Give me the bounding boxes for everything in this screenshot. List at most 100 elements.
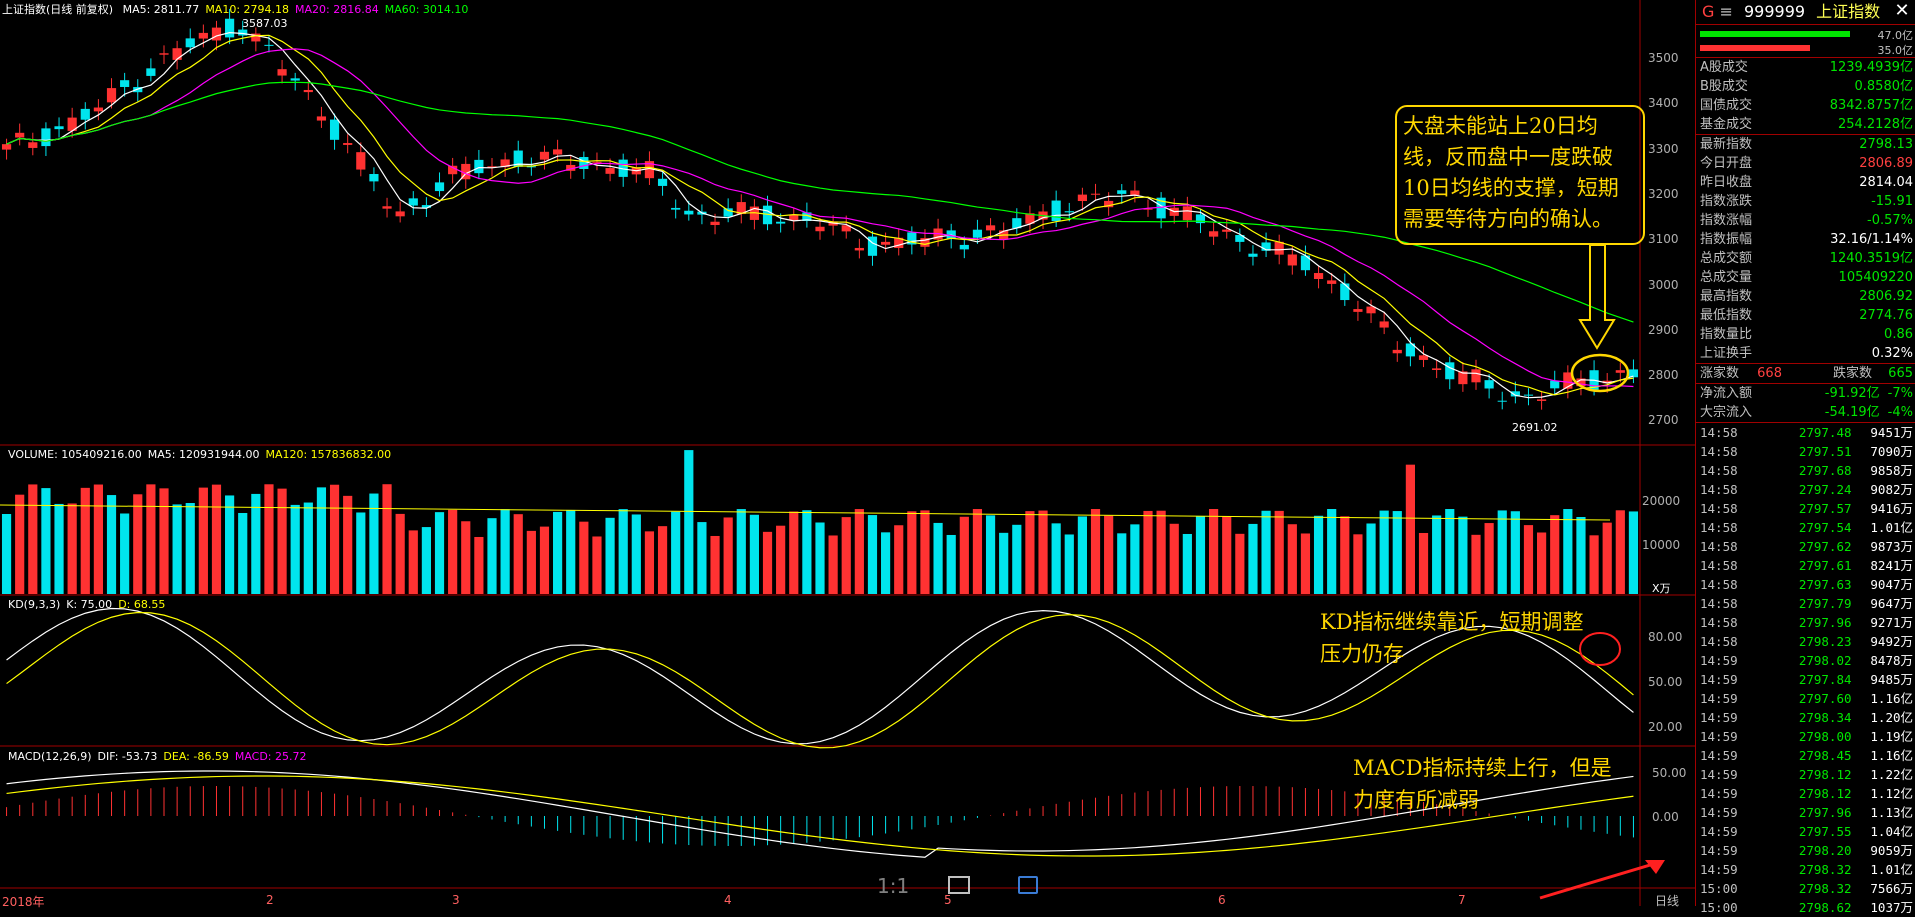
ratio-button[interactable]: 1:1 [877,874,910,898]
tick-volume: 1.13亿 [1870,805,1913,820]
tick-price: 2798.12 [1798,767,1852,782]
volume-bar [999,532,1009,594]
chart-area[interactable]: 上证指数(日线 前复权) MA5: 2811.77 MA10: 2794.18 MA… [0,0,1695,909]
volume-bar [434,512,445,594]
x-axis-label: 3 [452,893,460,907]
volume-bar [697,522,707,594]
volume-bar [749,514,759,594]
candle-body [329,119,340,140]
main-title: 上证指数(日线 前复权) [2,3,114,16]
candle-body [290,78,300,81]
candle-body [1379,321,1389,328]
tick-volume: 9416万 [1870,501,1913,516]
candle-body [15,132,25,138]
volume-bar [1497,510,1507,594]
volume-bar [1340,516,1350,594]
tick-row: 14:59 2798.20 9059万 [1696,841,1915,860]
flow-value: -54.19亿 [1824,405,1880,420]
volume-bar [1366,523,1376,594]
stat-value: -0.57% [1867,213,1913,228]
volume-bar [985,515,996,594]
volume-bar [395,513,405,594]
tick-time: 15:00 [1700,881,1738,896]
volume-bar [1222,516,1232,594]
candle-body [1615,370,1625,373]
stat-value: 105409220 [1838,270,1913,285]
candle-body [1274,241,1284,255]
volume-bar [80,487,90,594]
tick-price: 2797.63 [1798,577,1852,592]
volume-bar [920,510,930,594]
stat-row: A股成交 1239.4939亿 [1696,58,1915,77]
stat-value: 1239.4939亿 [1829,60,1913,75]
indicator-label: MACD(12,26,9) [8,750,92,763]
market-letter: G [1702,2,1715,21]
tick-price: 2798.23 [1798,634,1852,649]
candle-body [1130,190,1140,196]
candle-body [789,214,799,221]
candle-body [120,80,130,87]
candle-body [54,126,64,130]
volume-bar [841,517,851,594]
candle-body [959,244,969,250]
candle-body [461,163,471,180]
tick-price: 2798.45 [1798,748,1852,763]
stat-value: 0.32% [1871,346,1913,361]
candle-body [146,68,156,76]
x-axis-label: 6 [1218,893,1226,907]
outflow-bar [1700,45,1810,51]
tick-volume: 1.01亿 [1870,862,1913,877]
tick-row: 14:59 2797.60 1.16亿 [1696,689,1915,708]
macd-trend-arrow [1539,860,1661,900]
up-label: 涨家数 [1700,366,1740,381]
tick-volume: 7090万 [1870,444,1913,459]
close-icon[interactable]: ✕ [1894,0,1910,21]
tick-row: 14:58 2797.57 9416万 [1696,499,1915,518]
tick-time: 14:58 [1700,482,1738,497]
stat-value: 2806.92 [1859,289,1913,304]
tick-price: 2798.62 [1798,900,1852,915]
tick-list[interactable]: 14:58 2797.48 9451万 14:58 2797.51 7090万 14:58 2… [1696,423,1915,917]
candle-body [238,29,248,36]
candle-body [1484,380,1494,389]
stat-row: 今日开盘 2806.89 [1696,154,1915,173]
select-region-icon[interactable] [1018,876,1038,894]
kd-header: KD(9,3,3) K: 75.00 D: 68.55 [2,598,165,611]
tick-price: 2797.79 [1798,596,1852,611]
candle-body [1195,214,1206,224]
candle-body [277,69,287,76]
candle-body [1576,378,1586,387]
stat-label: 昨日收盘 [1700,175,1753,190]
kline-chart[interactable] [0,0,1695,906]
period-label[interactable]: 日线 [1655,894,1680,908]
candle-body [395,211,405,217]
tick-price: 2797.54 [1798,520,1852,535]
stat-label: A股成交 [1700,60,1748,75]
volume-bar [1379,510,1389,594]
volume-bar [1169,523,1179,594]
d-line [6,611,1634,749]
tick-price: 2798.02 [1798,653,1852,668]
x-axis-label: 4 [724,893,732,907]
buy-sell-bars: 47.0亿 35.0亿 [1696,25,1915,57]
macd-header: MACD(12,26,9) DIF: -53.73 DEA: -86.59 MACD:… [2,750,307,763]
candle-body [67,117,77,131]
volume-bar [1235,533,1245,594]
candle-body [421,205,431,208]
stat-value: 0.8580亿 [1854,79,1914,94]
fit-screen-icon[interactable] [948,876,970,894]
volume-bar [526,530,536,594]
volume-bar [1445,509,1455,594]
volume-bar [369,493,379,594]
tick-volume: 9873万 [1870,539,1913,554]
candle-body [1392,349,1402,354]
candle-body [1458,371,1468,385]
candle-body [1117,190,1127,194]
indicator-label: MA10: 2794.18 [205,3,290,16]
candle-body [356,152,366,170]
volume-bar [54,503,64,594]
volume-bar [474,536,484,594]
volume-bar [120,513,130,594]
tick-row: 15:00 2798.62 1037万 [1696,898,1915,917]
stat-row: 最新指数 2798.13 [1696,135,1915,154]
